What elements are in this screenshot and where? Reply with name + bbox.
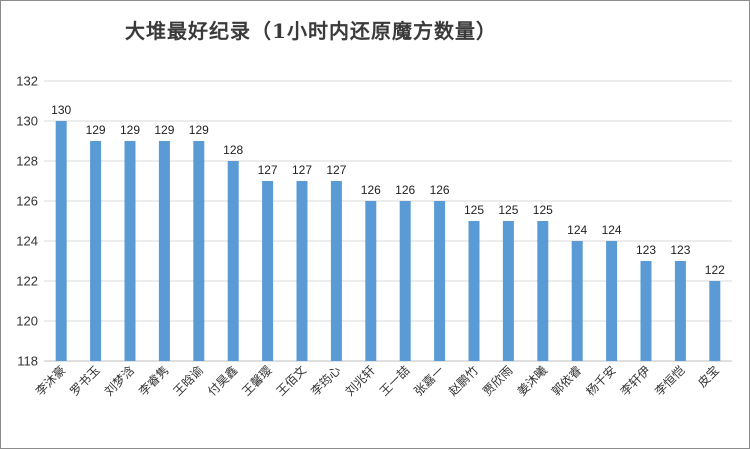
data-label: 126 xyxy=(430,183,450,197)
bar xyxy=(227,161,239,361)
x-tick-label: 李轩伊 xyxy=(617,363,653,399)
x-tick-label: 杨千安 xyxy=(583,363,619,399)
data-label: 127 xyxy=(258,163,278,177)
data-label: 127 xyxy=(326,163,346,177)
y-tick-label: 122 xyxy=(16,274,38,289)
data-label: 125 xyxy=(533,203,553,217)
y-tick-label: 124 xyxy=(16,234,38,249)
data-label: 127 xyxy=(292,163,312,177)
x-tick-label: 刘梦浛 xyxy=(101,363,137,399)
chart-title: 大堆最好纪录（1小时内还原魔方数量） xyxy=(125,19,497,43)
x-tick-label: 李睿隽 xyxy=(135,363,171,399)
data-label: 123 xyxy=(636,243,656,257)
y-tick-label: 130 xyxy=(16,114,38,129)
data-label: 123 xyxy=(670,243,690,257)
data-label: 128 xyxy=(223,143,243,157)
x-tick-label: 郭依睿 xyxy=(548,363,584,399)
bar xyxy=(262,181,274,361)
bar xyxy=(296,181,308,361)
y-tick-label: 118 xyxy=(17,354,38,369)
data-label: 124 xyxy=(567,223,587,237)
y-tick-label: 128 xyxy=(16,154,38,169)
x-tick-label: 李筠心 xyxy=(307,363,343,399)
data-label: 129 xyxy=(189,123,209,137)
x-tick-label: 王佰文 xyxy=(273,363,309,399)
x-tick-label: 罗书玉 xyxy=(67,363,102,398)
bar xyxy=(640,261,652,361)
data-label: 125 xyxy=(464,203,484,217)
x-tick-label: 张嘉一 xyxy=(411,363,446,398)
bar xyxy=(399,201,411,361)
data-label: 125 xyxy=(498,203,518,217)
data-label: 130 xyxy=(51,103,71,117)
bar xyxy=(606,241,618,361)
x-tick-label: 赵鹏竹 xyxy=(446,363,481,398)
bar xyxy=(158,141,170,361)
data-label: 129 xyxy=(120,123,140,137)
bar xyxy=(502,221,514,361)
bar xyxy=(124,141,136,361)
bar xyxy=(365,201,377,361)
x-tick-label: 李恒恺 xyxy=(651,363,687,399)
x-tick-label: 刘兆轩 xyxy=(343,363,378,398)
bar xyxy=(193,141,205,361)
data-label: 126 xyxy=(395,183,415,197)
data-label: 122 xyxy=(705,263,725,277)
x-tick-label: 付昊鑫 xyxy=(204,363,240,399)
x-tick-label: 姜沐曦 xyxy=(515,363,550,398)
bar xyxy=(571,241,583,361)
x-tick-label: 王馨璎 xyxy=(239,363,275,399)
bar xyxy=(537,221,549,361)
y-tick-label: 132 xyxy=(16,74,38,89)
x-tick-label: 贾欣雨 xyxy=(480,363,515,398)
y-tick-label: 126 xyxy=(16,194,38,209)
bar xyxy=(55,121,67,361)
bar xyxy=(674,261,686,361)
bar xyxy=(434,201,446,361)
data-label: 129 xyxy=(154,123,174,137)
bar xyxy=(709,281,721,361)
bar xyxy=(330,181,342,361)
y-tick-label: 120 xyxy=(16,314,38,329)
data-label: 129 xyxy=(86,123,106,137)
data-label: 126 xyxy=(361,183,381,197)
bar xyxy=(90,141,102,361)
x-tick-label: 王晗谕 xyxy=(170,363,206,399)
x-tick-label: 皮宝 xyxy=(695,363,722,390)
x-tick-label: 王一喆 xyxy=(377,363,412,398)
bar xyxy=(468,221,480,361)
data-label: 124 xyxy=(602,223,622,237)
